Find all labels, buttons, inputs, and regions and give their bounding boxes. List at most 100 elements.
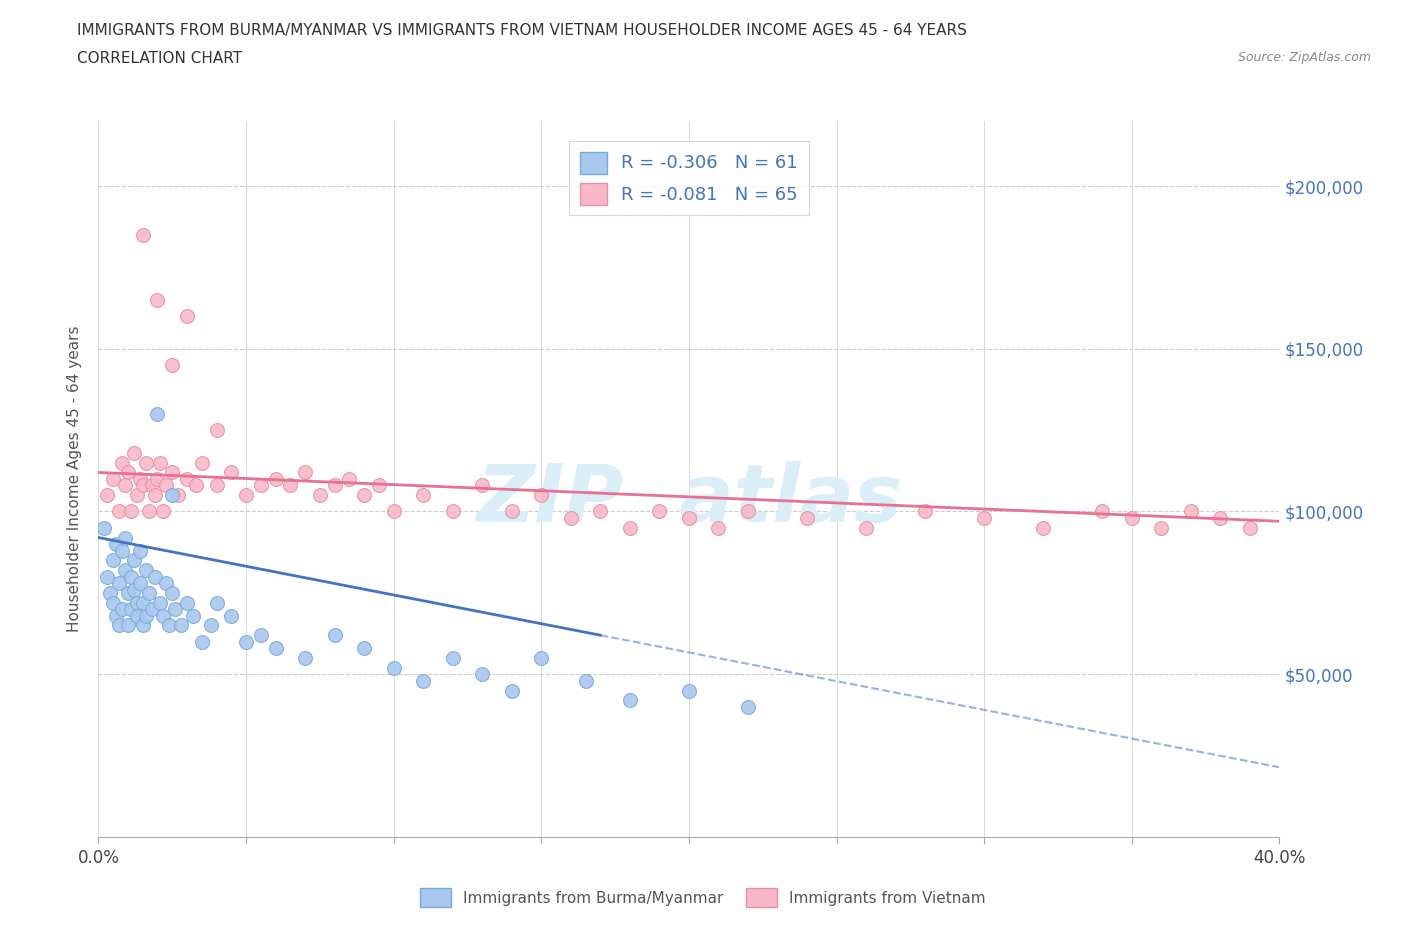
Point [146,293,169,308]
Point [98,586,121,601]
Point [152,608,174,623]
Point [353,641,375,656]
Point [530,488,553,503]
Point [114,563,136,578]
Point [120,602,142,617]
Point [339,472,361,486]
Point [128,543,150,558]
Point [264,472,287,486]
Point [162,586,183,601]
Point [128,472,150,486]
Point [221,465,243,480]
Text: CORRELATION CHART: CORRELATION CHART [77,51,242,66]
Point [323,478,346,493]
Point [108,618,131,633]
Text: IMMIGRANTS FROM BURMA/MYANMAR VS IMMIGRANTS FROM VIETNAM HOUSEHOLDER INCOME AGES: IMMIGRANTS FROM BURMA/MYANMAR VS IMMIGRA… [77,23,967,38]
Point [122,552,145,567]
Point [471,667,494,682]
Point [205,478,228,493]
Point [1239,521,1261,536]
Point [184,478,207,493]
Point [141,478,163,493]
Point [114,530,136,545]
Point [111,456,134,471]
Point [141,602,163,617]
Point [143,488,166,503]
Point [146,472,169,486]
Point [914,504,936,519]
Point [135,456,157,471]
Text: Source: ZipAtlas.com: Source: ZipAtlas.com [1237,51,1371,64]
Point [309,488,332,503]
Point [412,673,434,688]
Point [111,602,134,617]
Point [157,618,180,633]
Point [1209,511,1232,525]
Point [191,634,214,649]
Point [167,488,190,503]
Point [1180,504,1202,519]
Point [105,608,128,623]
Point [235,634,257,649]
Point [323,628,346,643]
Point [162,488,183,503]
Point [250,628,273,643]
Point [1121,511,1143,525]
Point [155,478,177,493]
Point [176,309,198,324]
Point [294,465,316,480]
Point [135,563,157,578]
Point [138,586,160,601]
Point [796,511,818,525]
Point [250,478,273,493]
Point [125,595,148,610]
Point [125,608,148,623]
Point [152,504,174,519]
Point [108,504,131,519]
Point [120,504,142,519]
Point [501,504,523,519]
Point [155,576,177,591]
Point [737,504,759,519]
Point [382,504,405,519]
Point [128,576,150,591]
Point [353,488,375,503]
Point [122,582,145,597]
Point [191,456,214,471]
Point [117,618,139,633]
Point [280,478,302,493]
Point [501,683,523,698]
Point [368,478,391,493]
Point [471,478,494,493]
Point [678,511,700,525]
Point [149,456,172,471]
Point [96,488,118,503]
Point [1091,504,1114,519]
Point [103,472,125,486]
Point [589,504,612,519]
Point [149,595,172,610]
Point [103,595,125,610]
Point [105,537,128,551]
Point [441,651,464,666]
Point [200,618,222,633]
Point [103,552,125,567]
Point [294,651,316,666]
Point [96,569,118,584]
Point [441,504,464,519]
Point [165,602,187,617]
Point [108,576,131,591]
Point [619,693,641,708]
Y-axis label: Householder Income Ages 45 - 64 years: Householder Income Ages 45 - 64 years [67,326,83,632]
Point [143,569,166,584]
Point [176,472,198,486]
Point [382,660,405,675]
Point [181,608,204,623]
Point [146,406,169,421]
Point [122,445,145,460]
Point [619,521,641,536]
Point [120,569,142,584]
Point [707,521,730,536]
Legend: R = -0.306   N = 61, R = -0.081   N = 65: R = -0.306 N = 61, R = -0.081 N = 65 [569,140,808,216]
Point [93,521,115,536]
